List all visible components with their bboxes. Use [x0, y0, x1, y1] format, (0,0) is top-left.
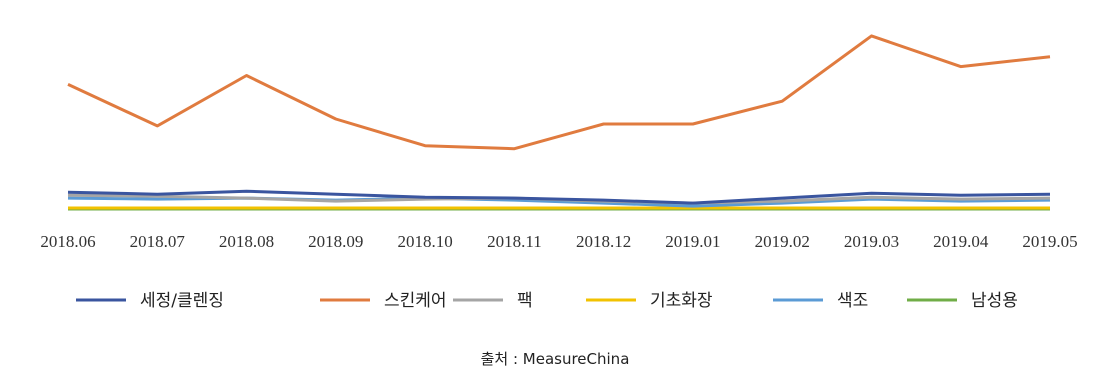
x-tick-label: 2018.09	[308, 232, 363, 251]
x-tick-label: 2019.04	[933, 232, 989, 251]
x-tick-label: 2019.05	[1022, 232, 1077, 251]
legend: 세정/클렌징 스킨케어 팩 기초화장 색조 남성용	[76, 291, 1018, 311]
legend-label: 팩	[517, 291, 533, 311]
series-line-1	[67, 34, 1051, 151]
legend-label: 세정/클렌징	[140, 291, 224, 311]
legend-label: 남성용	[971, 291, 1018, 311]
legend-label: 스킨케어	[384, 291, 447, 311]
legend-label: 기초화장	[650, 291, 713, 311]
plot-area	[67, 34, 1051, 211]
x-tick-label: 2018.06	[40, 232, 95, 251]
source-note: 출처 : MeasureChina	[481, 350, 630, 368]
x-tick-label: 2019.03	[844, 232, 899, 251]
legend-label: 색조	[837, 291, 868, 311]
x-tick-label: 2018.08	[219, 232, 274, 251]
series-line-0	[67, 189, 1051, 205]
x-tick-label: 2019.01	[665, 232, 720, 251]
x-axis-tick-labels: 2018.06 2018.07 2018.08 2018.09 2018.10 2018.…	[40, 232, 1077, 251]
x-tick-label: 2018.11	[487, 232, 542, 251]
x-tick-label: 2018.12	[576, 232, 631, 251]
x-tick-label: 2018.07	[130, 232, 186, 251]
x-tick-label: 2018.10	[397, 232, 452, 251]
x-tick-label: 2019.02	[755, 232, 810, 251]
